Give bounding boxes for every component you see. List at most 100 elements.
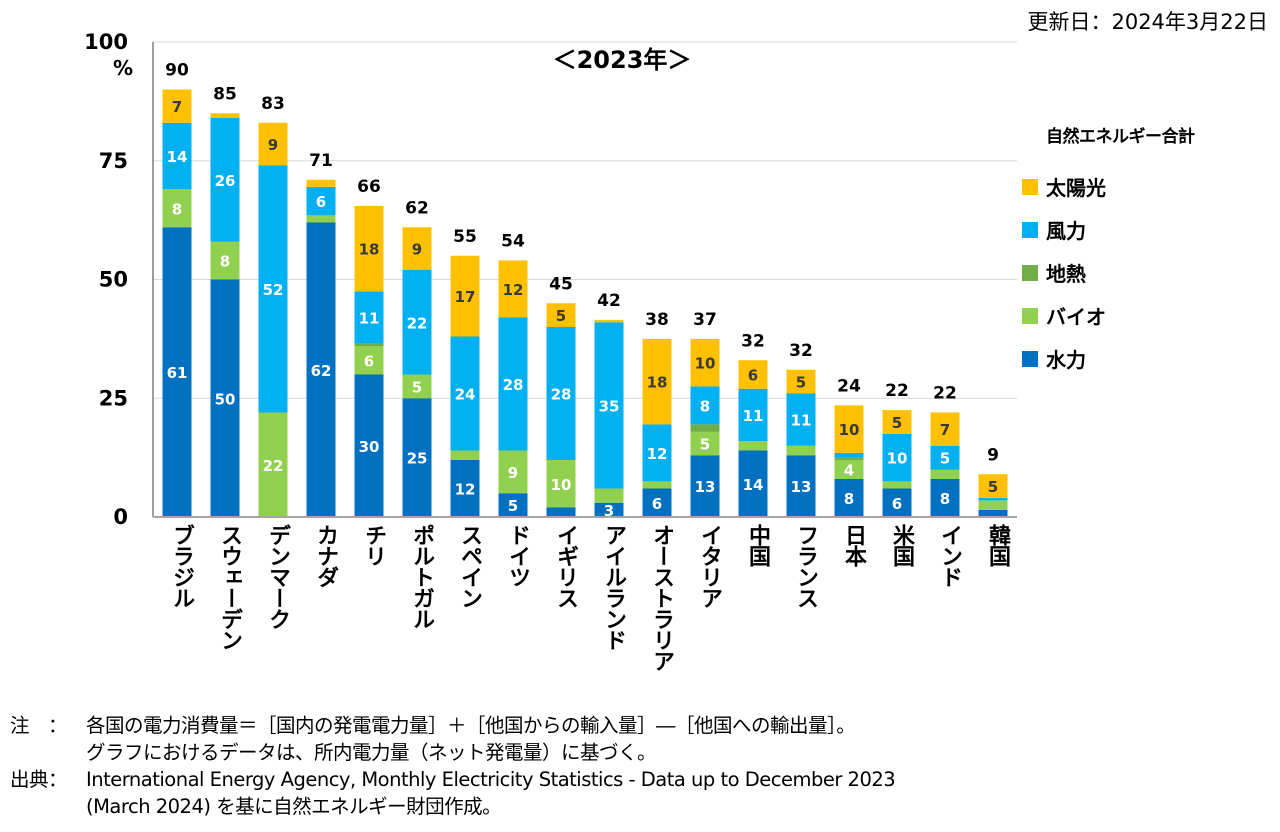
legend-label: 太陽光 [1046, 176, 1106, 200]
bar-segment [882, 433, 912, 482]
segment-data-label: 24 [455, 386, 476, 404]
segment-data-label: 13 [695, 478, 716, 496]
segment-data-label: 11 [743, 407, 764, 425]
segment-data-label: 3 [604, 502, 614, 520]
segment-data-label: 30 [359, 438, 380, 456]
legend-label: 地熱 [1046, 262, 1086, 286]
total-data-label: 71 [309, 151, 333, 171]
bar-segment [882, 488, 912, 517]
bar-segment [258, 412, 288, 517]
segment-data-label: 52 [263, 281, 284, 299]
segment-data-label: 6 [748, 367, 758, 385]
total-data-label: 55 [453, 227, 477, 247]
x-tick-label: イギリス [553, 524, 578, 608]
bar-segment [210, 241, 240, 280]
segment-data-label: 5 [700, 435, 710, 453]
x-tick-label: フランス [793, 524, 818, 608]
bar-segment [450, 450, 480, 460]
bar-segment [162, 89, 192, 123]
bar-segment [738, 450, 768, 517]
segment-data-label: 14 [167, 148, 188, 166]
segment-data-label: 10 [839, 421, 860, 439]
y-tick-label: 0 [113, 505, 128, 529]
segment-data-label: 8 [940, 490, 950, 508]
segment-data-label: 8 [220, 253, 230, 271]
y-tick-label: 50 [99, 268, 128, 292]
bar-segment [546, 327, 576, 460]
x-tick-label: ブラジル [169, 524, 194, 608]
total-data-label: 85 [213, 84, 237, 104]
bar-segment [882, 481, 912, 489]
segment-data-label: 25 [407, 450, 428, 468]
x-tick-label: 韓国 [985, 524, 1010, 566]
note-label: 注 ： [10, 714, 68, 737]
segment-data-label: 5 [940, 450, 950, 468]
bar-segment [738, 441, 768, 451]
legend-label: 水力 [1046, 348, 1086, 372]
total-data-label: 90 [165, 61, 189, 81]
y-axis: 0 25 50 75 100% [84, 30, 154, 529]
segment-data-label: 11 [791, 412, 812, 430]
segment-data-label: 9 [412, 241, 422, 259]
bar-segment [930, 469, 960, 479]
bar-segment [930, 412, 960, 446]
notes: 注 ： 各国の電力消費量＝［国内の発電電力量］＋［他国からの輸入量］―［他国への… [10, 712, 896, 820]
y-tick-label: 25 [99, 386, 128, 410]
source-row: (March 2024) を基に自然エネルギー財団作成。 [10, 793, 895, 820]
note-text: 各国の電力消費量＝［国内の発電電力量］＋［他国からの輸入量］―［他国への輸出量］… [86, 714, 856, 737]
segment-data-label: 9 [268, 136, 278, 154]
source-text: International Energy Agency, Monthly Ele… [86, 768, 896, 791]
bar-segment [354, 374, 384, 517]
x-tick-label: デンマーク [265, 524, 290, 629]
segment-data-label: 12 [455, 481, 476, 499]
bar-segment [738, 360, 768, 389]
segment-data-label: 62 [311, 362, 332, 380]
bar-segment [450, 460, 480, 517]
bar-segment [402, 270, 432, 375]
bar-segment [786, 445, 816, 456]
bar-segment [354, 346, 384, 375]
note-row: グラフにおけるデータは、所内電力量（ネット発電量）に基づく。 [10, 739, 895, 766]
segment-data-label: 5 [796, 374, 806, 392]
bar-segment [642, 424, 672, 482]
note-text: グラフにおけるデータは、所内電力量（ネット発電量）に基づく。 [86, 741, 657, 764]
segment-data-label: 13 [791, 478, 812, 496]
segment-data-label: 28 [551, 386, 572, 404]
x-tick-label: スペイン [457, 524, 482, 608]
legend-swatch [1022, 221, 1038, 238]
y-tick-label: 100 [84, 30, 128, 54]
bar-segment [930, 445, 960, 470]
y-axis-unit: % [113, 56, 133, 80]
segment-data-label: 6 [364, 352, 374, 370]
bar-segment [354, 205, 384, 292]
bar-segment [690, 424, 720, 432]
segment-data-label: 6 [892, 495, 902, 513]
bar-segment [690, 431, 720, 456]
x-tick-label: 日本 [841, 524, 866, 566]
bar-segment [834, 457, 864, 460]
bar-segment [594, 322, 624, 489]
bar-segment [978, 474, 1008, 498]
segment-data-label: 8 [844, 490, 854, 508]
legend-item: 太陽光 [1022, 165, 1195, 208]
segment-data-label: 50 [215, 390, 236, 408]
segment-data-label: 17 [455, 288, 476, 306]
total-data-label: 83 [261, 94, 285, 114]
bar-segment [930, 479, 960, 517]
segment-data-label: 5 [892, 414, 902, 432]
bar-segment [162, 227, 192, 517]
segment-data-label: 10 [695, 355, 716, 373]
bar-segment [882, 410, 912, 434]
total-data-label: 22 [885, 381, 909, 401]
bar-segment [354, 291, 384, 344]
bar-segment [546, 507, 576, 517]
total-data-label: 32 [789, 341, 813, 361]
bar-segment [546, 303, 576, 327]
segment-data-label: 10 [887, 450, 908, 468]
bar-segment [210, 113, 240, 118]
bar-segment [354, 343, 384, 346]
bar-segment [978, 509, 1008, 517]
total-data-label: 38 [645, 310, 669, 330]
x-tick-label: アイルランド [601, 524, 626, 650]
